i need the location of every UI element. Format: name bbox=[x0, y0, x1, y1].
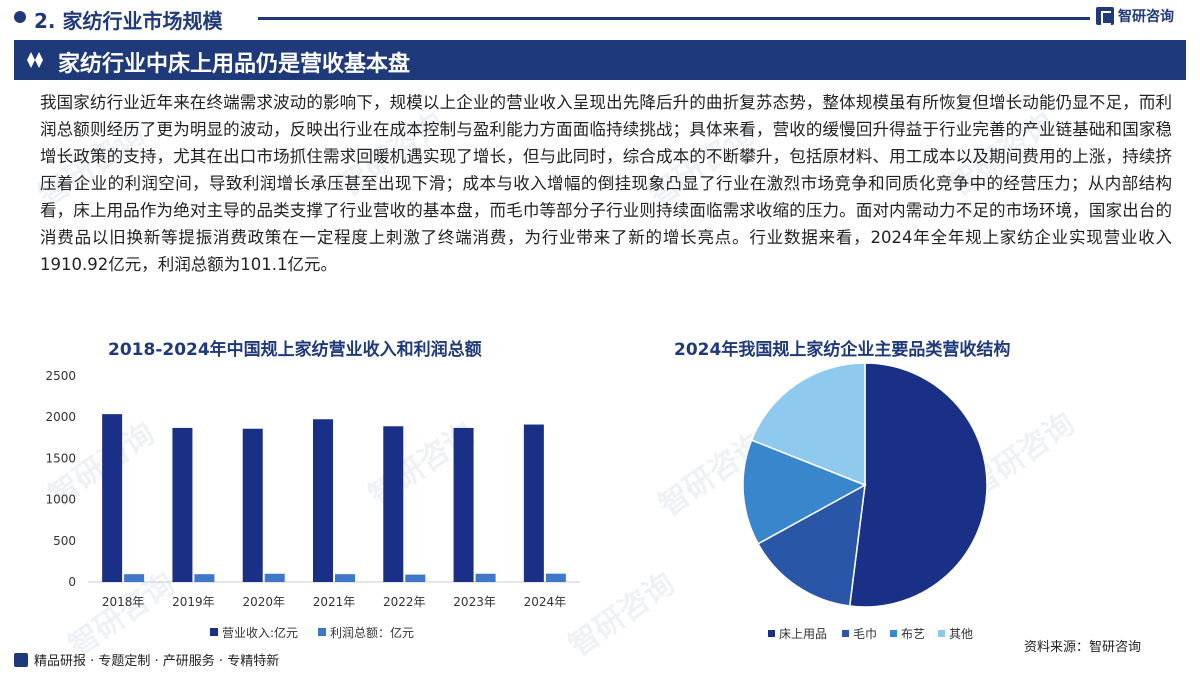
section-banner: 家纺行业中床上用品仍是营收基本盘 bbox=[14, 40, 1186, 80]
revenue-bar bbox=[242, 428, 263, 582]
legend-label: 利润总额：亿元 bbox=[330, 625, 414, 640]
pie-slice bbox=[848, 362, 988, 608]
pie-slice bbox=[757, 483, 866, 607]
header-divider bbox=[258, 17, 1090, 20]
section-title: 2. 家纺行业市场规模 bbox=[34, 9, 223, 33]
y-tick-label: 500 bbox=[53, 534, 76, 548]
profit-bar bbox=[475, 573, 496, 582]
x-tick-label: 2019年 bbox=[172, 595, 215, 609]
brand-name: 智研咨询 bbox=[1118, 9, 1174, 25]
x-tick-label: 2023年 bbox=[453, 595, 496, 609]
source-note: 资料来源：智研咨询 bbox=[1024, 640, 1142, 655]
profit-bar bbox=[264, 573, 285, 582]
footer: 精品研报 · 专题定制 · 产研服务 · 专精特新 bbox=[14, 650, 279, 669]
revenue-bar bbox=[172, 427, 193, 582]
footer-text: 精品研报 · 专题定制 · 产研服务 · 专精特新 bbox=[34, 654, 280, 669]
bar-chart: 0 500 1000 1500 2000 2500 2018年 2019年 2020年 2021年… bbox=[45, 369, 580, 640]
legend-label: 毛巾 bbox=[853, 627, 877, 641]
legend-swatch bbox=[210, 628, 218, 636]
body-paragraph: 我国家纺行业近年来在终端需求波动的影响下，规模以上企业的营业收入呈现出先降后升的… bbox=[40, 93, 1172, 274]
pie-slice bbox=[750, 362, 866, 487]
footer-brand-icon bbox=[14, 652, 28, 667]
x-tick-label: 2021年 bbox=[313, 595, 356, 609]
legend-swatch bbox=[842, 630, 849, 637]
top-header: 2. 家纺行业市场规模 智研咨询 bbox=[0, 0, 1200, 36]
banner-title: 家纺行业中床上用品仍是营收基本盘 bbox=[58, 52, 411, 77]
y-tick-label: 2500 bbox=[45, 369, 76, 383]
legend-label: 其他 bbox=[949, 627, 973, 641]
legend-label: 床上用品 bbox=[779, 627, 827, 641]
profit-bar bbox=[405, 574, 426, 582]
y-tick-label: 1500 bbox=[45, 451, 76, 465]
legend-label: 营业收入:亿元 bbox=[222, 625, 298, 640]
pie-chart: 床上用品 毛巾 布艺 其他 bbox=[742, 362, 988, 641]
x-tick-label: 2018年 bbox=[102, 595, 145, 609]
y-tick-label: 1000 bbox=[45, 493, 76, 507]
profit-bar bbox=[335, 574, 355, 582]
profit-bar bbox=[194, 574, 215, 582]
legend-swatch bbox=[890, 630, 897, 637]
profit-bar bbox=[545, 573, 566, 582]
legend-swatch bbox=[768, 630, 775, 637]
y-tick-label: 2000 bbox=[45, 410, 76, 424]
profit-bar bbox=[124, 574, 145, 582]
x-tick-label: 2022年 bbox=[383, 595, 426, 609]
bar-chart-title: 2018-2024年中国规上家纺营业收入和利润总额 bbox=[108, 340, 482, 360]
revenue-bar bbox=[523, 424, 544, 582]
pie-slice bbox=[742, 439, 867, 545]
double-diamond-icon bbox=[27, 52, 43, 68]
brand-logo: 智研咨询 bbox=[1096, 6, 1174, 26]
revenue-bar bbox=[453, 427, 474, 582]
brand-icon bbox=[1096, 7, 1114, 25]
legend-label: 布艺 bbox=[901, 627, 925, 641]
revenue-bar bbox=[102, 414, 123, 582]
x-tick-label: 2024年 bbox=[524, 595, 567, 609]
x-tick-label: 2020年 bbox=[242, 595, 285, 609]
legend-swatch bbox=[318, 628, 326, 636]
bullet-icon bbox=[14, 11, 26, 23]
pie-chart-title: 2024年我国规上家纺企业主要品类营收结构 bbox=[674, 340, 1011, 360]
revenue-bar bbox=[313, 419, 333, 582]
revenue-bar bbox=[383, 426, 404, 582]
y-tick-label: 0 bbox=[68, 575, 76, 589]
legend-swatch bbox=[938, 630, 945, 637]
